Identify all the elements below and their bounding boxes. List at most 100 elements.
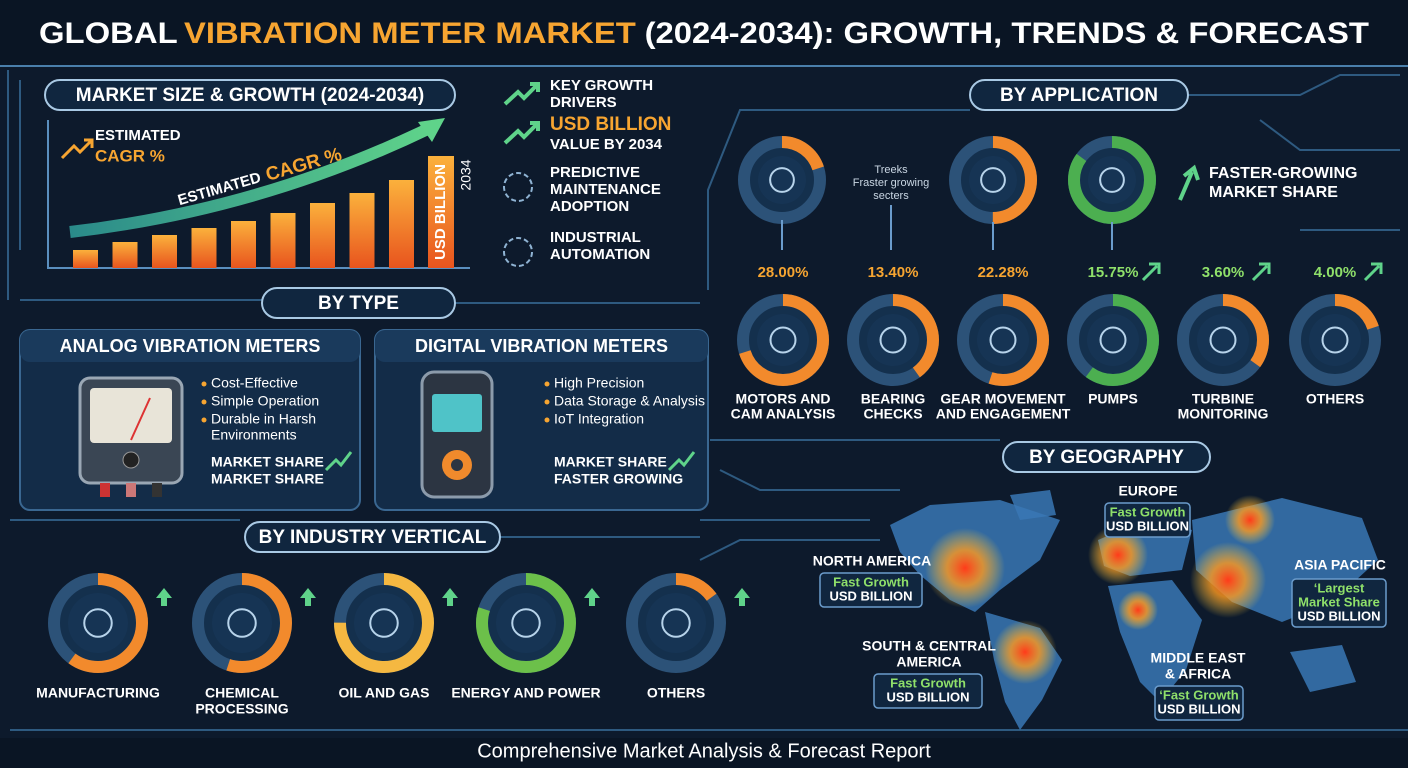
region-name: SOUTH & CENTRAL	[862, 638, 996, 654]
application-donut-core	[977, 314, 1029, 366]
growth-bar	[191, 228, 217, 268]
application-share: 3.60%	[1202, 264, 1245, 281]
title-bar	[0, 0, 1408, 66]
bullet	[201, 417, 207, 423]
region-box	[1154, 685, 1244, 721]
application-donut-core	[1309, 314, 1361, 366]
application-top-donut-core	[758, 156, 806, 204]
analog-knob	[122, 451, 140, 469]
application-top-donut-arc	[949, 136, 1037, 224]
region-detail: ‘Fast Growth	[1159, 687, 1239, 702]
region-name: EUROPE	[1118, 483, 1177, 499]
application-donut-icon	[1321, 326, 1349, 354]
industry-donut-arc	[192, 573, 292, 673]
bullet	[544, 381, 550, 387]
application-callout: MARKET SHARE	[1209, 184, 1338, 201]
application-label: GEAR MOVEMENT	[940, 391, 1066, 407]
application-donut-core	[1197, 314, 1249, 366]
type-title: ANALOG VIBRATION METERS	[60, 336, 321, 356]
cagr-arrow-head	[418, 118, 445, 142]
industry-arrow	[156, 588, 172, 606]
region-detail: Fast Growth	[1110, 504, 1186, 519]
geography-heading-box	[1002, 441, 1211, 473]
region-box	[819, 572, 923, 608]
industry-donut-core	[646, 593, 706, 653]
cagr-icon	[60, 138, 94, 160]
region-detail: USD BILLION	[1157, 701, 1240, 716]
driver-text: PREDICTIVE	[550, 164, 640, 181]
bullet	[544, 399, 550, 405]
application-donut-arc	[957, 294, 1049, 386]
driver-icon	[503, 121, 540, 145]
application-label: OTHERS	[1306, 391, 1364, 407]
title-part: VIBRATION METER MARKET	[184, 17, 636, 50]
growth-bar	[428, 156, 454, 268]
industry-donut-icon	[227, 608, 257, 638]
application-donut-icon	[879, 326, 907, 354]
application-label: CHECKS	[863, 406, 922, 422]
share-label: MARKET SHARE	[211, 471, 324, 487]
digital-pad-center	[451, 459, 463, 471]
driver-icon	[503, 172, 533, 202]
application-label: MOTORS AND	[736, 391, 831, 407]
title-part: GLOBAL	[39, 17, 177, 50]
growth-bar	[349, 193, 375, 268]
region-name: AMERICA	[896, 654, 961, 670]
application-share: 15.75%	[1088, 264, 1139, 281]
driver-icon	[503, 82, 540, 106]
footer-text: Comprehensive Market Analysis & Forecast…	[477, 740, 931, 762]
cagr-label: CAGR %	[95, 146, 165, 165]
type-heading-box	[261, 287, 456, 319]
share-arrow	[1141, 262, 1161, 282]
feature: Data Storage & Analysis	[554, 393, 705, 409]
heat-spot	[925, 528, 1005, 608]
industry-donut-core	[354, 593, 414, 653]
application-connectors	[781, 205, 1113, 250]
heat-spot	[1225, 495, 1275, 545]
application-donut-arc	[1289, 294, 1381, 386]
application-heading-box	[969, 79, 1189, 111]
application-donut-arc	[1177, 294, 1269, 386]
heat-spot	[1190, 542, 1266, 618]
region-name: NORTH AMERICA	[813, 553, 931, 569]
bullet	[544, 417, 550, 423]
driver-text: USD BILLION	[550, 114, 671, 135]
region-detail: USD BILLION	[829, 588, 912, 603]
driver-icon	[503, 237, 533, 267]
application-note: Treeks	[874, 164, 908, 176]
share-label: MARKET SHARE	[554, 454, 667, 470]
industry-label: MANUFACTURING	[36, 685, 160, 701]
region-detail: USD BILLION	[1106, 518, 1189, 533]
footer-bar	[0, 738, 1408, 768]
industry-arrow	[442, 588, 458, 606]
industry-donut-core	[212, 593, 272, 653]
feature: Environments	[211, 427, 297, 443]
analog-needle	[130, 397, 151, 441]
title-part: (2024-2034): GROWTH, TRENDS & FORECAST	[645, 17, 1369, 50]
year-label: 2034	[458, 159, 474, 190]
bullet	[201, 399, 207, 405]
industry-donut-icon	[511, 608, 541, 638]
application-top-donut-icon	[980, 167, 1006, 193]
type-panel-header	[375, 330, 708, 362]
region-detail: USD BILLION	[1297, 608, 1380, 623]
market-heading: MARKET SIZE & GROWTH (2024-2034)	[76, 85, 424, 106]
industry-label: ENERGY AND POWER	[451, 685, 600, 701]
region-name: MIDDLE EAST	[1151, 650, 1246, 666]
bullet	[201, 381, 207, 387]
application-label: AND ENGAGEMENT	[936, 406, 1071, 422]
application-label: BEARING	[861, 391, 926, 407]
analog-terminal	[152, 483, 162, 497]
application-heading: BY APPLICATION	[1000, 85, 1158, 106]
industry-donut-arc	[476, 573, 576, 673]
industry-label: PROCESSING	[195, 701, 288, 717]
analog-terminal	[126, 483, 136, 497]
share-arrow	[667, 451, 696, 472]
application-donut-icon	[989, 326, 1017, 354]
analog-terminal	[100, 483, 110, 497]
region-box	[1104, 502, 1191, 538]
growth-bar	[152, 235, 177, 268]
industry-donut-arc	[626, 573, 726, 673]
circuit-lines	[7, 70, 1408, 731]
